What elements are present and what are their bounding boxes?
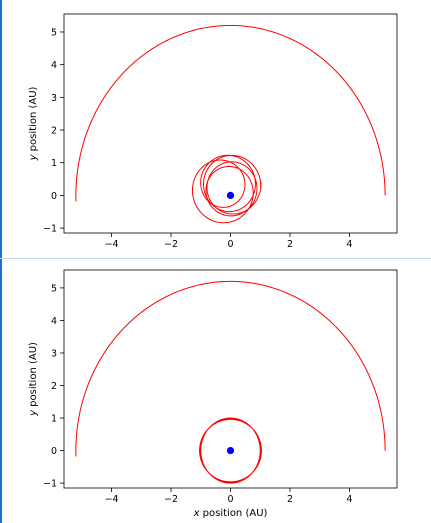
cell-divider: [0, 258, 431, 259]
plot-area: [75, 280, 386, 484]
y-tick-label: −1: [43, 479, 57, 490]
y-tick-label: 0: [51, 446, 57, 457]
x-tick-label: 0: [227, 494, 233, 505]
series-arc-line: [75, 280, 386, 457]
subplot-2: −4 −2 0 2 4 −1 0 1 2 3 4 5 y position (AU) x position…: [28, 269, 398, 519]
axes-frame: [63, 269, 398, 489]
series-precessing-loops-line: [191, 154, 262, 224]
window-edge: [0, 0, 2, 523]
series-ellipse-line: [199, 417, 262, 484]
x-tick-label: −4: [105, 494, 119, 505]
subplot-1: −4 −2 0 2 4 −1 0 1 2 3 4 5 y position (AU): [28, 13, 398, 250]
x-tick-label: 4: [346, 494, 352, 505]
x-tick-label: 0: [227, 239, 233, 250]
y-tick-label: −1: [43, 224, 57, 235]
x-tick-label: −2: [164, 494, 178, 505]
y-tick-label: 1: [51, 414, 57, 425]
x-tick-label: 2: [287, 239, 293, 250]
y-tick-label: 5: [51, 283, 57, 294]
series-arc-line: [75, 24, 386, 202]
y-tick-label: 4: [51, 60, 57, 71]
y-tick-label: 4: [51, 316, 57, 327]
plot-area: [75, 24, 386, 224]
x-axis-label: x position (AU): [193, 508, 268, 519]
y-axis-label: y position (AU): [28, 86, 39, 161]
x-tick-label: 2: [287, 494, 293, 505]
x-tick-label: −4: [105, 239, 119, 250]
y-tick-label: 3: [51, 348, 57, 359]
y-tick-label: 5: [51, 27, 57, 38]
y-tick-label: 2: [51, 381, 57, 392]
y-tick-label: 3: [51, 93, 57, 104]
x-tick-label: −2: [164, 239, 178, 250]
sun-point: [226, 191, 235, 200]
x-tick-label: 4: [346, 239, 352, 250]
y-axis-label: y position (AU): [28, 342, 39, 417]
sun-point: [226, 446, 235, 455]
y-tick-label: 1: [51, 158, 57, 169]
axes-frame: [63, 13, 398, 234]
y-tick-label: 0: [51, 191, 57, 202]
y-tick-label: 2: [51, 126, 57, 137]
